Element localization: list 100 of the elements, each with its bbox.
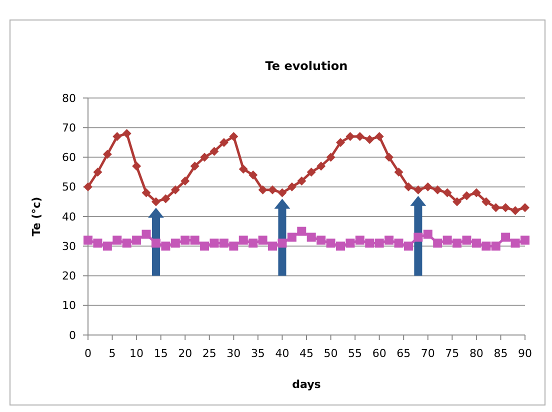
- x-tick-label: 30: [226, 347, 241, 360]
- point: [287, 232, 296, 242]
- point: [190, 236, 200, 245]
- point: [520, 236, 530, 245]
- point: [404, 182, 413, 192]
- point: [316, 236, 326, 245]
- point: [394, 168, 404, 177]
- point: [316, 162, 326, 171]
- point: [210, 146, 219, 156]
- point: [268, 242, 278, 251]
- point: [297, 226, 306, 236]
- x-tick-label: 20: [178, 347, 192, 360]
- point: [180, 236, 190, 245]
- point: [414, 185, 423, 194]
- y-tick-label: 70: [62, 121, 76, 134]
- point: [336, 242, 345, 251]
- point: [297, 176, 306, 186]
- point: [384, 236, 394, 245]
- point: [482, 197, 491, 206]
- point: [520, 203, 530, 212]
- point: [442, 236, 452, 245]
- point: [510, 238, 520, 248]
- point: [258, 236, 268, 245]
- point: [374, 238, 384, 248]
- point: [142, 230, 151, 239]
- point: [151, 238, 160, 248]
- point: [200, 242, 210, 251]
- point: [433, 238, 442, 248]
- x-tick-label: 35: [250, 347, 265, 360]
- y-tick-label: 80: [62, 92, 76, 105]
- point: [84, 236, 92, 245]
- x-tick-label: 15: [154, 347, 168, 360]
- y-tick-label: 40: [62, 210, 76, 224]
- point: [102, 150, 112, 159]
- y-tick-label: 0: [69, 328, 76, 342]
- point: [346, 238, 355, 248]
- x-tick-label: 55: [348, 347, 362, 360]
- point: [258, 185, 268, 194]
- point: [278, 238, 287, 248]
- point: [414, 232, 423, 242]
- point: [93, 238, 102, 248]
- point: [404, 242, 413, 251]
- point: [423, 182, 432, 192]
- x-tick-label: 65: [396, 347, 411, 360]
- point: [161, 242, 170, 251]
- chart-title: Te evolution: [265, 59, 348, 73]
- x-tick-label: 45: [300, 347, 314, 360]
- point: [238, 164, 248, 174]
- x-tick-label: 85: [494, 347, 508, 360]
- y-tick-label: 30: [62, 240, 76, 253]
- point: [365, 134, 374, 144]
- point: [112, 132, 122, 142]
- x-tick-label: 70: [420, 347, 435, 360]
- point: [180, 176, 190, 186]
- point: [219, 138, 228, 147]
- point: [200, 152, 210, 162]
- point: [170, 185, 180, 194]
- point: [491, 203, 500, 212]
- y-tick-label: 20: [62, 270, 76, 283]
- point: [278, 188, 287, 198]
- x-tick-label: 80: [469, 347, 484, 360]
- point: [462, 191, 472, 200]
- point: [472, 188, 481, 198]
- x-tick-label: 0: [84, 347, 92, 360]
- x-tick-label: 50: [324, 347, 338, 360]
- x-tick-label: 40: [275, 347, 290, 360]
- point: [384, 152, 394, 162]
- x-tick-label: 75: [445, 347, 460, 360]
- point: [365, 238, 374, 248]
- point: [102, 242, 112, 251]
- y-tick-label: 60: [62, 151, 76, 164]
- point: [287, 182, 296, 192]
- point: [132, 162, 142, 171]
- x-tick-label: 10: [130, 347, 144, 360]
- point: [394, 238, 404, 248]
- y-tick-label: 50: [62, 180, 76, 194]
- x-axis-title: days: [292, 378, 322, 391]
- x-tick-label: 60: [372, 347, 386, 360]
- point: [238, 236, 248, 245]
- point: [482, 242, 491, 251]
- point: [248, 170, 258, 180]
- point: [423, 230, 432, 239]
- point: [151, 197, 160, 206]
- point: [210, 238, 219, 248]
- point: [501, 203, 510, 212]
- point: [84, 182, 92, 192]
- point: [142, 188, 151, 198]
- point: [132, 236, 142, 245]
- point: [452, 238, 462, 248]
- point: [306, 168, 316, 177]
- point: [229, 132, 238, 142]
- point: [472, 238, 481, 248]
- point: [112, 236, 122, 245]
- point: [346, 132, 355, 142]
- point: [122, 129, 132, 138]
- point: [326, 152, 336, 162]
- point: [219, 238, 228, 248]
- point: [442, 188, 452, 198]
- point: [190, 162, 200, 171]
- point: [122, 238, 132, 248]
